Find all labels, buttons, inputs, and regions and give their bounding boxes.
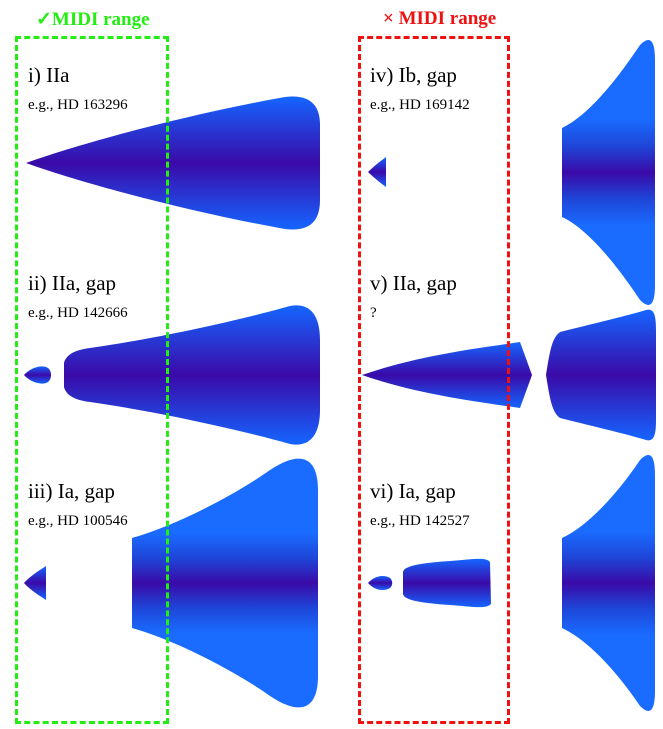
panel-iv-example: e.g., HD 169142 <box>370 97 470 113</box>
panel-vi-example: e.g., HD 142527 <box>370 513 470 529</box>
disk-iii-inner <box>24 566 46 600</box>
panel-v-example: ? <box>370 305 377 321</box>
disk-iii-outer <box>132 458 318 708</box>
panel-i-label: i) IIa <box>28 63 70 87</box>
check-icon: ✓ <box>36 9 52 30</box>
header-out-range: × MIDI range <box>383 8 496 30</box>
disk-ii-outer <box>64 305 320 445</box>
panel-ii-example: e.g., HD 142666 <box>28 305 128 321</box>
panel-ii-label: ii) IIa, gap <box>28 271 117 295</box>
panel-vi-label: vi) Ia, gap <box>370 479 456 503</box>
disk-v-outer <box>546 309 656 441</box>
panel-iv-label: iv) Ib, gap <box>370 63 457 87</box>
header-in-range-text: MIDI range <box>51 9 150 30</box>
header-in-range: ✓MIDI range <box>36 8 150 31</box>
disk-vi-outer <box>562 455 655 711</box>
header-out-range-text: MIDI range <box>398 8 497 29</box>
panel-i-example: e.g., HD 163296 <box>28 97 128 113</box>
disk-v-inner <box>362 342 532 408</box>
midi-range-box-in <box>15 36 169 724</box>
panel-iii-label: iii) Ia, gap <box>28 479 115 503</box>
disk-ii-inner <box>24 366 51 384</box>
disk-i-outer <box>26 96 320 230</box>
disk-iv-inner <box>368 157 386 187</box>
midi-range-box-out <box>358 36 510 724</box>
cross-icon: × <box>383 8 394 29</box>
disk-vi-middle <box>403 558 491 608</box>
panel-iii-example: e.g., HD 100546 <box>28 513 128 529</box>
panel-v-label: v) IIa, gap <box>370 271 457 295</box>
disk-iv-outer <box>562 40 655 305</box>
disk-vi-blob <box>368 575 393 591</box>
